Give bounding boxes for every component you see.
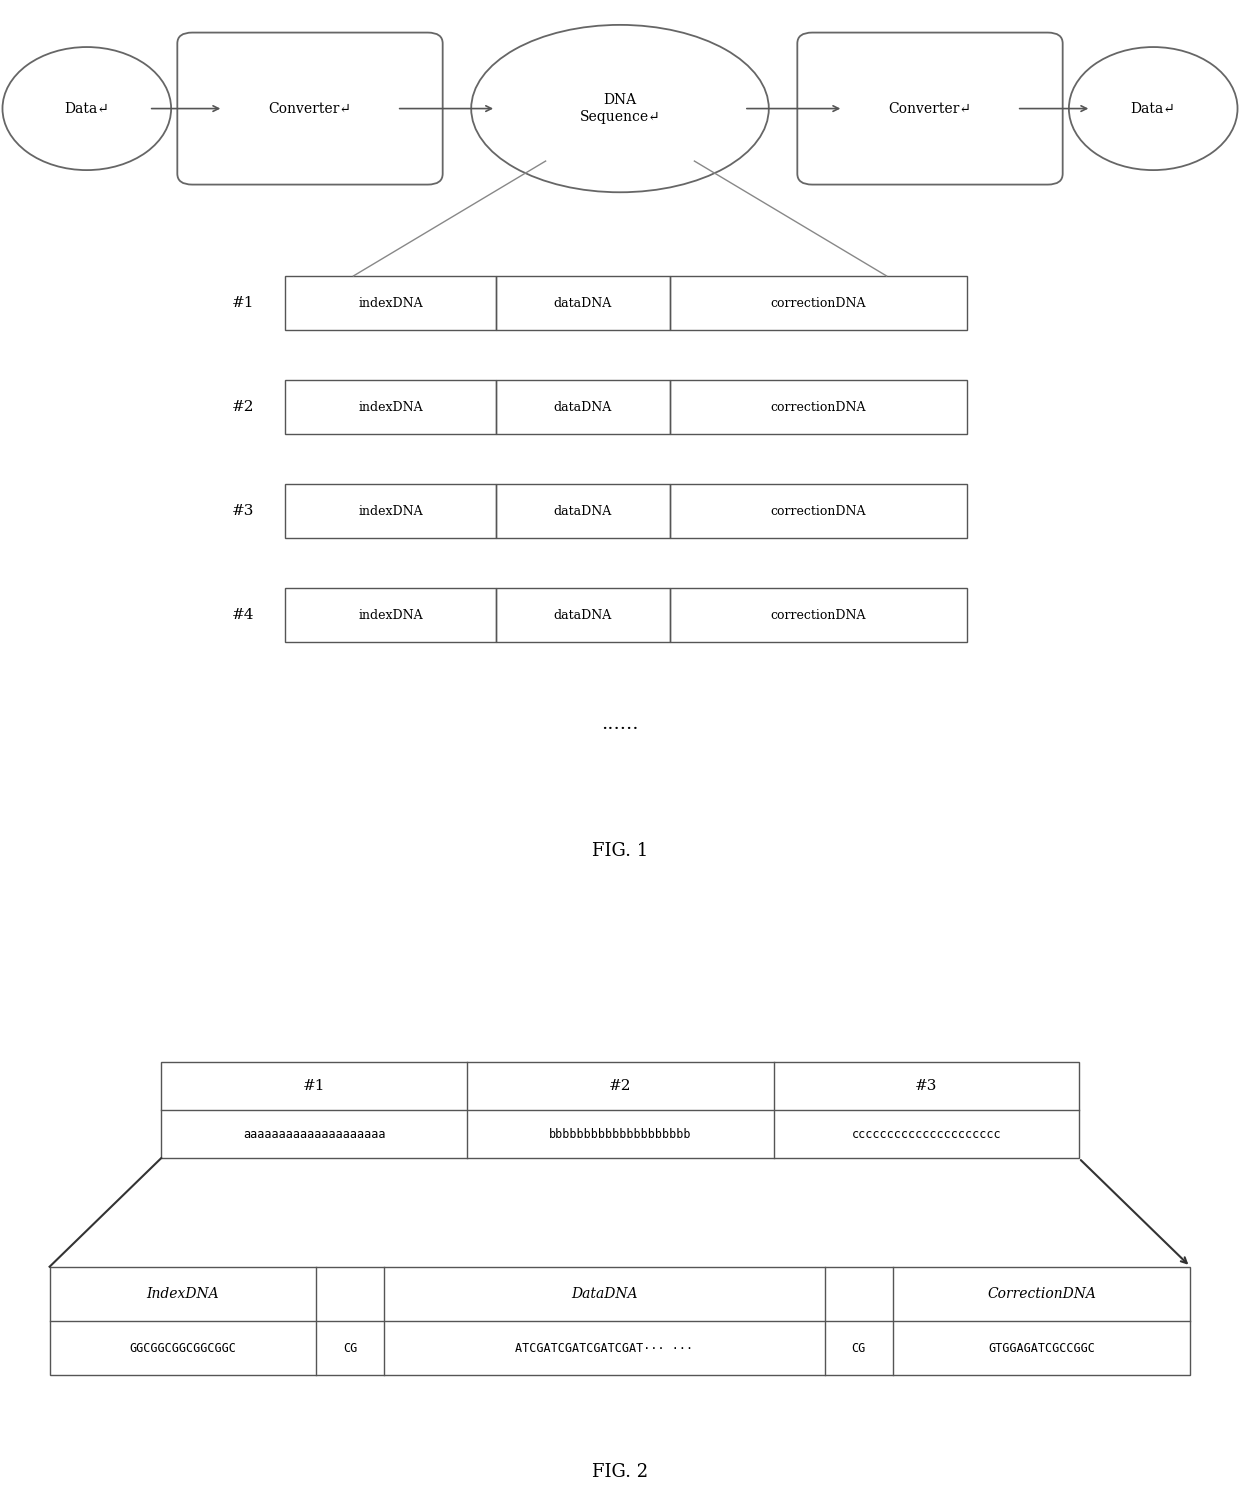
Text: #3: #3 [915, 1078, 937, 1093]
Bar [50, 1267, 1190, 1375]
Bar [670, 380, 967, 434]
Text: indexDNA: indexDNA [358, 401, 423, 413]
Text: GTGGAGATCGCCGGC: GTGGAGATCGCCGGC [988, 1342, 1095, 1354]
Text: DNA
Sequence↵: DNA Sequence↵ [579, 93, 661, 124]
Text: FIG. 2: FIG. 2 [591, 1463, 649, 1481]
Bar [496, 484, 670, 538]
Text: correctionDNA: correctionDNA [770, 609, 867, 621]
Bar [496, 588, 670, 642]
Bar [285, 588, 496, 642]
Bar [285, 484, 496, 538]
Text: bbbbbbbbbbbbbbbbbbbb: bbbbbbbbbbbbbbbbbbbb [549, 1128, 692, 1140]
Text: GGCGGCGGCGGCGGC: GGCGGCGGCGGCGGC [129, 1342, 237, 1354]
Text: CG: CG [343, 1342, 357, 1354]
Text: indexDNA: indexDNA [358, 297, 423, 309]
Bar [496, 276, 670, 330]
Bar [670, 484, 967, 538]
Text: #4: #4 [232, 608, 254, 623]
Text: ......: ...... [601, 715, 639, 733]
Text: #1: #1 [303, 1078, 326, 1093]
Text: Data↵: Data↵ [64, 101, 109, 116]
Text: aaaaaaaaaaaaaaaaaaaa: aaaaaaaaaaaaaaaaaaaa [243, 1128, 386, 1140]
Text: dataDNA: dataDNA [554, 609, 611, 621]
Text: IndexDNA: IndexDNA [146, 1286, 219, 1301]
Text: CG: CG [852, 1342, 866, 1354]
Bar [496, 380, 670, 434]
Text: indexDNA: indexDNA [358, 609, 423, 621]
Text: ccccccccccccccccccccc: ccccccccccccccccccccc [852, 1128, 1001, 1140]
Text: #1: #1 [232, 296, 254, 311]
Text: CorrectionDNA: CorrectionDNA [987, 1286, 1096, 1301]
Text: indexDNA: indexDNA [358, 505, 423, 517]
Text: correctionDNA: correctionDNA [770, 401, 867, 413]
Text: DataDNA: DataDNA [572, 1286, 637, 1301]
Text: dataDNA: dataDNA [554, 297, 611, 309]
Bar [670, 588, 967, 642]
Text: correctionDNA: correctionDNA [770, 505, 867, 517]
Text: #3: #3 [232, 504, 254, 519]
Bar [285, 276, 496, 330]
Text: FIG. 1: FIG. 1 [591, 841, 649, 860]
Text: ATCGATCGATCGATCGAT··· ···: ATCGATCGATCGATCGAT··· ··· [516, 1342, 693, 1354]
Text: Converter↵: Converter↵ [269, 101, 351, 116]
Bar [670, 276, 967, 330]
Text: #2: #2 [609, 1078, 632, 1093]
Text: dataDNA: dataDNA [554, 505, 611, 517]
Text: correctionDNA: correctionDNA [770, 297, 867, 309]
Text: Converter↵: Converter↵ [889, 101, 971, 116]
Text: Data↵: Data↵ [1131, 101, 1176, 116]
Text: #2: #2 [232, 400, 254, 415]
Bar [161, 1062, 1079, 1158]
Text: dataDNA: dataDNA [554, 401, 611, 413]
Bar [285, 380, 496, 434]
